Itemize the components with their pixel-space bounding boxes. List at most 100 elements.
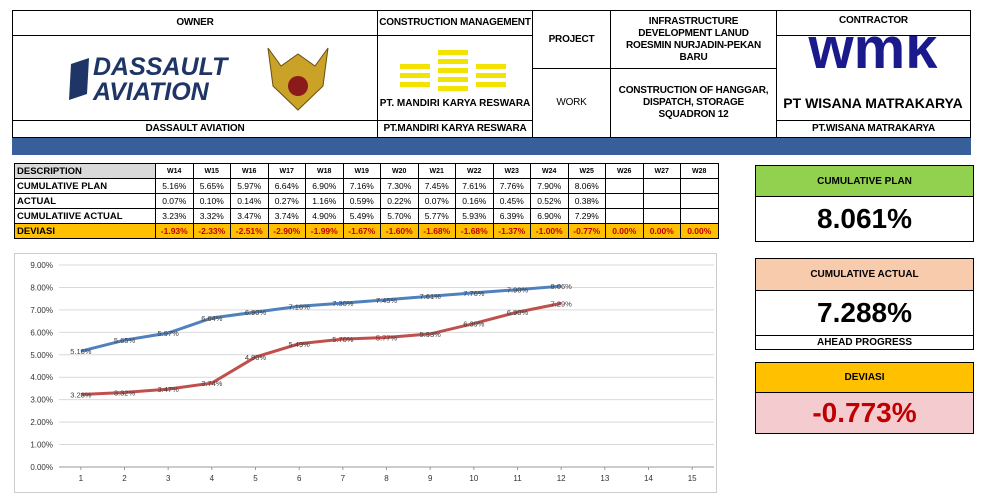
owner-name: DASSAULT AVIATION — [12, 120, 378, 138]
cm-logo: PT. MANDIRI KARYA RESWARA — [380, 50, 530, 109]
cell: 0.00% — [605, 223, 644, 239]
cell: -1.68% — [455, 223, 494, 239]
value-label: 6.64% — [201, 314, 223, 323]
contractor-name: PT.WISANA MATRAKARYA — [776, 120, 971, 138]
cell: 1.16% — [305, 193, 344, 209]
cell — [605, 208, 644, 224]
value-label: 6.39% — [463, 320, 485, 329]
x-tick-label: 4 — [210, 474, 215, 483]
contractor-logo-text: PT WISANA MATRAKARYA — [783, 95, 962, 111]
value-label: 7.61% — [420, 292, 442, 301]
x-tick-label: 8 — [384, 474, 389, 483]
cell: -0.77% — [567, 223, 606, 239]
kpi-value: 7.288% — [755, 290, 974, 336]
header-cell: W25 — [567, 163, 606, 179]
series-line — [80, 284, 562, 353]
header-cell: W14 — [155, 163, 194, 179]
row: CUMULATIIVE ACTUAL 3.23% 3.32% 3.47% 3.74% 4.… — [14, 208, 719, 224]
cell — [680, 208, 719, 224]
x-tick-label: 11 — [513, 474, 522, 483]
emblem-center — [288, 76, 308, 96]
owner-logo: DASSAULT AVIATION — [69, 47, 329, 111]
cell: -2.33% — [192, 223, 231, 239]
cell: -1.37% — [492, 223, 531, 239]
value-label: 5.49% — [289, 340, 311, 349]
cell: 7.90% — [530, 178, 569, 194]
header-cell: W24 — [530, 163, 569, 179]
logo-text: DASSAULT — [93, 53, 230, 81]
value-label: 5.93% — [420, 330, 442, 339]
separator-band — [12, 138, 971, 155]
y-tick-label: 2.00% — [30, 418, 53, 427]
cell: 5.16% — [155, 178, 194, 194]
cell — [680, 178, 719, 194]
value-label: 5.70% — [332, 335, 354, 344]
header-cell: W26 — [605, 163, 644, 179]
header-cell: W19 — [342, 163, 381, 179]
cell: 0.00% — [680, 223, 719, 239]
cell: 5.65% — [192, 178, 231, 194]
row: ACTUAL 0.07% 0.10% 0.14% 0.27% 1.16% 0.59% 0.22… — [14, 193, 719, 209]
x-tick-label: 1 — [79, 474, 84, 483]
x-tick-label: 15 — [688, 474, 697, 483]
value-label: 7.30% — [332, 299, 354, 308]
row-label: CUMULATIIVE ACTUAL — [14, 208, 156, 224]
kpi-label: DEVIASI — [755, 362, 974, 393]
x-tick-label: 6 — [297, 474, 302, 483]
row-label: CUMULATIVE PLAN — [14, 178, 156, 194]
logo-icon — [69, 58, 89, 100]
y-tick-label: 7.00% — [30, 306, 53, 315]
owner-label: OWNER — [12, 10, 378, 36]
header-cell: W27 — [642, 163, 681, 179]
logo-text: AVIATION — [92, 78, 210, 106]
value-label: 3.47% — [158, 385, 180, 394]
cell: 7.30% — [380, 178, 419, 194]
cm-logo-cell: PT. MANDIRI KARYA RESWARA — [377, 35, 533, 121]
header-cell: W23 — [492, 163, 531, 179]
value-label: 5.77% — [376, 333, 398, 342]
cell: 0.22% — [380, 193, 419, 209]
owner-logo-cell: DASSAULT AVIATION — [12, 35, 378, 121]
cell: 5.49% — [342, 208, 381, 224]
cell — [642, 193, 681, 209]
cell: 5.77% — [417, 208, 456, 224]
cell: -1.68% — [417, 223, 456, 239]
cell: 3.74% — [267, 208, 306, 224]
cell — [680, 193, 719, 209]
cell: 0.10% — [192, 193, 231, 209]
cell: 5.93% — [455, 208, 494, 224]
kpi-label: CUMULATIVE ACTUAL — [755, 258, 974, 291]
y-tick-label: 5.00% — [30, 351, 53, 360]
y-tick-label: 8.00% — [30, 283, 53, 292]
cell: -1.99% — [305, 223, 344, 239]
cell: 0.59% — [342, 193, 381, 209]
cm-label: CONSTRUCTION MANAGEMENT — [377, 10, 533, 36]
value-label: 7.16% — [289, 302, 311, 311]
y-tick-label: 9.00% — [30, 261, 53, 270]
cell: 0.45% — [492, 193, 531, 209]
cell: 7.45% — [417, 178, 456, 194]
chart: 0.00% 1.00% 2.00% 3.00% 4.00% 5.00% 6.00% 7.00%… — [30, 261, 714, 483]
cell — [605, 193, 644, 209]
cell — [642, 178, 681, 194]
header-cell: W21 — [417, 163, 456, 179]
value-label: 5.97% — [158, 329, 180, 338]
y-tick-label: 0.00% — [30, 463, 53, 472]
cell: 6.64% — [267, 178, 306, 194]
contractor-logo: wmk PT WISANA MATRAKARYA — [783, 16, 962, 111]
cm-name: PT.MANDIRI KARYA RESWARA — [377, 120, 533, 138]
cell: -2.51% — [230, 223, 269, 239]
x-tick-label: 10 — [469, 474, 478, 483]
cell: -1.00% — [530, 223, 569, 239]
progress-table: DESCRIPTION W14 W15 W16 W17 W18 W19 W20 W21 W22 W2… — [14, 163, 719, 239]
cell: 6.39% — [492, 208, 531, 224]
value-label: 8.06% — [551, 282, 573, 291]
value-label: 3.32% — [114, 388, 136, 397]
header-row: DESCRIPTION W14 W15 W16 W17 W18 W19 W20 W21 W22 W2… — [14, 163, 719, 179]
cell: 6.90% — [530, 208, 569, 224]
y-tick-label: 6.00% — [30, 328, 53, 337]
cell: -2.90% — [267, 223, 306, 239]
cell: 3.23% — [155, 208, 194, 224]
cell: 0.07% — [155, 193, 194, 209]
cell: 0.27% — [267, 193, 306, 209]
